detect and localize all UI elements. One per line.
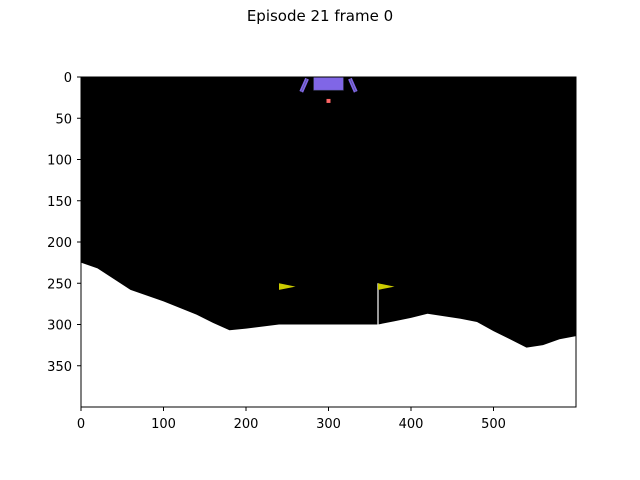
- engine-particle: [326, 98, 331, 103]
- y-tick-label: 0: [64, 71, 72, 86]
- lander-leg-left-outline: [301, 78, 308, 92]
- y-tick-label: 200: [47, 236, 72, 251]
- landing-flag: [279, 283, 296, 290]
- y-tick-label: 100: [47, 154, 72, 169]
- y-tick-label: 150: [47, 195, 72, 210]
- lander-body: [313, 77, 344, 91]
- lunar-lander: [299, 77, 358, 93]
- figure-title: Episode 21 frame 0: [246, 7, 394, 25]
- game-scene: [81, 77, 576, 407]
- y-tick-label: 50: [55, 112, 72, 127]
- game-axes: [80, 76, 577, 408]
- x-tick-label: 400: [399, 417, 424, 432]
- x-tick-label: 500: [481, 417, 506, 432]
- y-tick-label: 250: [47, 277, 72, 292]
- x-axis: 0 100 200 300 400 500: [77, 407, 506, 432]
- x-tick-label: 100: [151, 417, 176, 432]
- y-tick-label: 300: [47, 319, 72, 334]
- landing-flag: [377, 283, 395, 325]
- lander-leg-right-outline: [349, 78, 356, 92]
- x-tick-label: 0: [77, 417, 85, 432]
- flag-banner: [279, 283, 296, 290]
- terrain: [81, 262, 576, 407]
- y-tick-label: 350: [47, 360, 72, 375]
- y-axis: 0 50 100 150 200 250 300 350: [47, 71, 81, 375]
- flag-banner: [378, 283, 395, 290]
- x-tick-label: 300: [316, 417, 341, 432]
- x-tick-label: 200: [234, 417, 259, 432]
